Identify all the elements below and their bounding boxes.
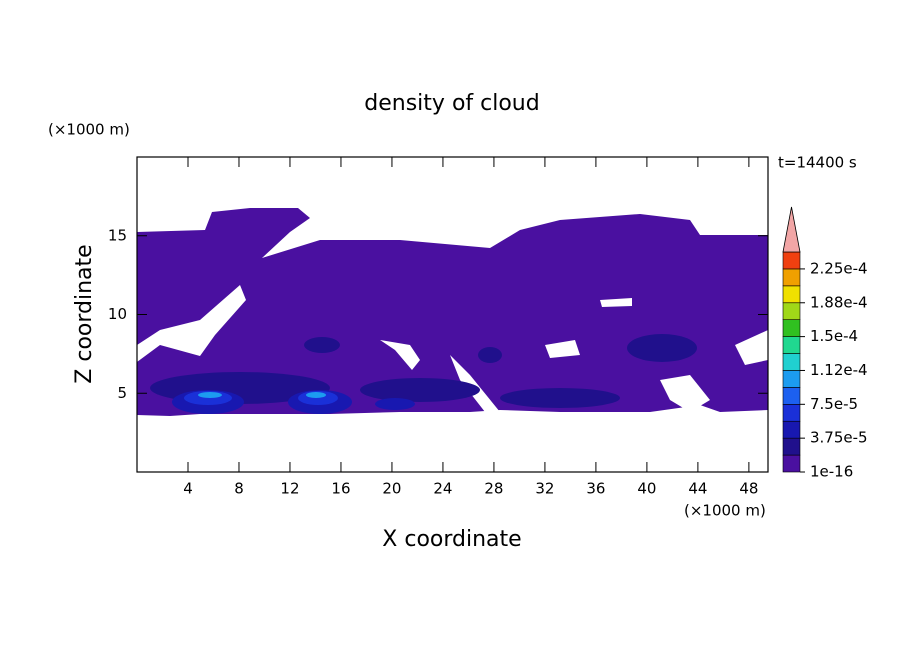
cloud-core	[304, 337, 340, 353]
colorbar-tick-label: 1e-16	[810, 463, 853, 481]
x-tick-label: 40	[637, 480, 656, 498]
colorbar-band	[782, 437, 801, 456]
cloud-core	[375, 398, 415, 410]
x-axis-label: X coordinate	[382, 527, 521, 552]
cloud-core	[198, 392, 222, 398]
x-tick-label: 4	[183, 480, 193, 498]
cloud-region	[137, 208, 768, 416]
y-unit: (×1000 m)	[48, 121, 130, 139]
colorbar-band	[782, 302, 801, 320]
x-tick-label: 24	[433, 480, 452, 498]
colorbar-band	[782, 319, 801, 337]
clear-gap	[545, 340, 580, 358]
x-unit: (×1000 m)	[684, 502, 766, 520]
x-tick-label: 16	[331, 480, 350, 498]
clear-gap	[380, 340, 420, 370]
y-tick-label: 15	[108, 226, 127, 244]
x-tick-label: 48	[739, 480, 758, 498]
x-tick-label: 28	[484, 480, 503, 498]
y-axis-label: Z coordinate	[72, 244, 97, 383]
colorbar-band	[782, 336, 801, 354]
clear-gap	[660, 375, 710, 412]
cloud-core	[500, 388, 620, 408]
contour-field	[137, 208, 768, 416]
colorbar-band	[782, 404, 801, 422]
x-tick-label: 12	[280, 480, 299, 498]
colorbar-band	[782, 454, 801, 473]
clear-gap	[735, 330, 768, 365]
clear-gap	[450, 355, 500, 412]
colorbar-tick-label: 1.88e-4	[810, 293, 868, 311]
colorbar-tick-label: 7.5e-5	[810, 395, 858, 413]
cloud-core	[360, 378, 480, 402]
colorbar-tick-label: 3.75e-5	[810, 429, 868, 447]
colorbar-tick-label: 1.5e-4	[810, 327, 858, 345]
cloud-core	[627, 334, 697, 362]
y-tick-label: 5	[117, 384, 127, 402]
x-tick-label: 20	[382, 480, 401, 498]
colorbar-band	[782, 353, 801, 371]
x-tick-label: 32	[535, 480, 554, 498]
colorbar-band	[782, 370, 801, 388]
cloud-core	[306, 392, 326, 398]
x-tick-label: 8	[234, 480, 244, 498]
colorbar-band	[782, 387, 801, 405]
chart-title: density of cloud	[364, 91, 539, 116]
colorbar-band	[782, 268, 801, 287]
y-tick-label: 10	[108, 305, 127, 323]
time-annotation: t=14400 s	[778, 154, 857, 172]
colorbar-tick-label: 2.25e-4	[810, 259, 868, 277]
colorbar-band	[782, 251, 801, 270]
x-tick-label: 36	[586, 480, 605, 498]
colorbar-band	[782, 285, 801, 304]
x-tick-label: 44	[688, 480, 707, 498]
clear-gap	[137, 285, 246, 362]
colorbar-tick-label: 1.12e-4	[810, 361, 868, 379]
cloud-core	[478, 347, 502, 363]
colorbar-extension	[782, 206, 801, 253]
colorbar-band	[782, 420, 801, 439]
clear-gap	[600, 298, 632, 307]
